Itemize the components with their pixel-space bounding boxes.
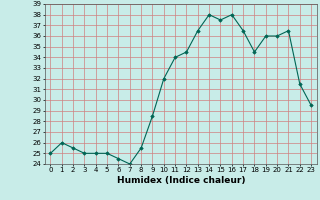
X-axis label: Humidex (Indice chaleur): Humidex (Indice chaleur) xyxy=(116,176,245,185)
